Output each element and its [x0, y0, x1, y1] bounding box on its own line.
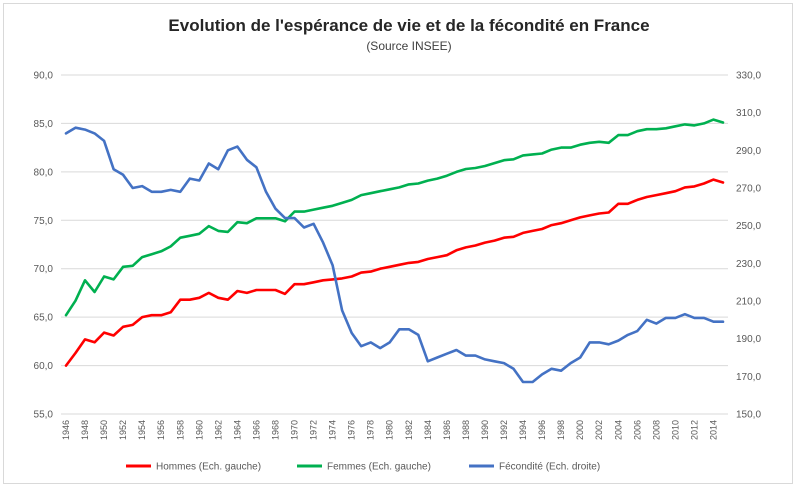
x-tick-label: 1972 [309, 420, 319, 440]
chart-frame: Evolution de l'espérance de vie et de la… [3, 3, 793, 484]
y-left-tick-label: 65,0 [34, 313, 54, 324]
y-right-tick-label: 190,0 [736, 334, 761, 345]
x-tick-label: 1978 [366, 420, 376, 440]
x-tick-label: 1988 [461, 420, 471, 440]
legend-label-2: Femmes (Ech. gauche) [327, 462, 431, 473]
y-left-tick-label: 60,0 [34, 361, 54, 372]
x-tick-label: 1952 [118, 420, 128, 440]
gridlines [61, 74, 728, 415]
y-right-tick-label: 150,0 [736, 410, 761, 421]
y-left-tick-label: 75,0 [34, 216, 54, 227]
x-tick-label: 1970 [290, 420, 300, 440]
y-left-tick-label: 85,0 [34, 119, 54, 130]
y-left-tick-label: 70,0 [34, 264, 54, 275]
y-right-tick-label: 230,0 [736, 259, 761, 270]
y-left-tick-label: 90,0 [34, 71, 54, 82]
x-tick-label: 2008 [651, 420, 661, 440]
x-tick-label: 1976 [347, 420, 357, 440]
y-axis-right: 150,0 170,0 190,0 210,0 230,0 250,0 270,0 290,0… [736, 71, 761, 421]
x-tick-label: 1962 [213, 420, 223, 440]
x-tick-label: 2004 [613, 420, 623, 440]
y-left-tick-label: 80,0 [34, 167, 54, 178]
y-right-tick-label: 310,0 [736, 108, 761, 119]
legend-label-3: Fécondité (Ech. droite) [499, 462, 600, 473]
x-tick-label: 1990 [480, 420, 490, 440]
chart-svg: Evolution de l'espérance de vie et de la… [34, 16, 762, 473]
series-lines [64, 118, 725, 384]
x-tick-label: 1984 [423, 420, 433, 440]
x-tick-label: 1980 [385, 420, 395, 440]
x-tick-label: 1982 [404, 420, 414, 440]
x-tick-label: 1964 [232, 420, 242, 440]
y-right-tick-label: 330,0 [736, 71, 761, 82]
x-tick-label: 1950 [99, 420, 109, 440]
y-right-tick-label: 170,0 [736, 372, 761, 383]
series-line-1 [64, 178, 725, 367]
x-tick-label: 1996 [537, 420, 547, 440]
x-tick-label: 1954 [137, 420, 147, 440]
x-tick-label: 1974 [328, 420, 338, 440]
x-tick-label: 1958 [175, 420, 185, 440]
legend: Hommes (Ech. gauche) Femmes (Ech. gauche)… [126, 462, 600, 473]
chart-title: Evolution de l'espérance de vie et de la… [168, 16, 649, 35]
x-tick-label: 1946 [61, 420, 71, 440]
y-axis-left: 55,0 60,0 65,0 70,0 75,0 80,0 85,0 90,0 [34, 71, 54, 421]
legend-label-1: Hommes (Ech. gauche) [156, 462, 261, 473]
x-tick-label: 2006 [632, 420, 642, 440]
x-tick-label: 2012 [689, 420, 699, 440]
x-tick-label: 1994 [518, 420, 528, 440]
x-tick-label: 1956 [156, 420, 166, 440]
x-tick-label: 1960 [194, 420, 204, 440]
x-tick-label: 2000 [575, 420, 585, 440]
x-tick-label: 1998 [556, 420, 566, 440]
x-tick-label: 1968 [270, 420, 280, 440]
series-line-2 [64, 118, 725, 317]
x-tick-label: 2002 [594, 420, 604, 440]
series-line-3 [64, 126, 725, 384]
x-tick-label: 2014 [708, 420, 718, 440]
y-right-tick-label: 270,0 [736, 184, 761, 195]
x-tick-label: 1966 [251, 420, 261, 440]
x-tick-label: 1992 [499, 420, 509, 440]
x-tick-label: 1948 [80, 420, 90, 440]
y-right-tick-label: 250,0 [736, 221, 761, 232]
chart-subtitle: (Source INSEE) [366, 39, 451, 53]
x-axis: 1946 1948 1950 1952 1954 1956 1958 1960 1962 1964… [61, 420, 718, 440]
y-right-tick-label: 290,0 [736, 146, 761, 157]
x-tick-label: 2010 [670, 420, 680, 440]
x-tick-label: 1986 [442, 420, 452, 440]
y-left-tick-label: 55,0 [34, 410, 54, 421]
y-right-tick-label: 210,0 [736, 297, 761, 308]
